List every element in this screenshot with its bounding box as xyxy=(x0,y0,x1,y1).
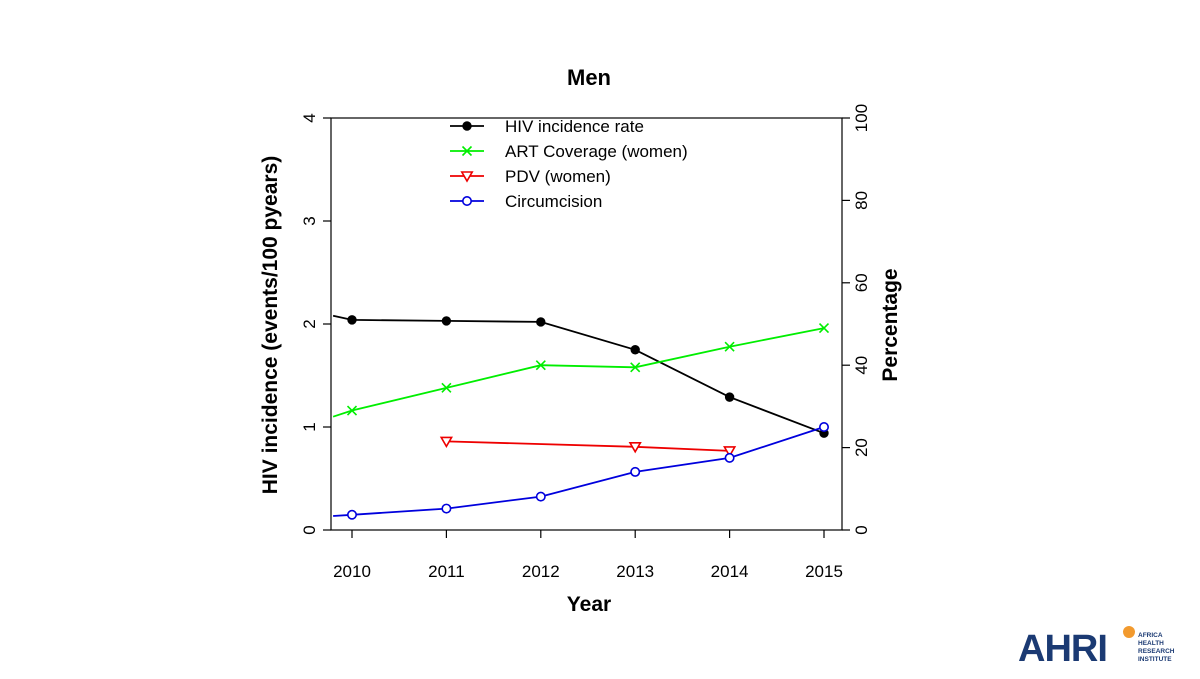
y-left-tick-label: 2 xyxy=(300,319,319,328)
data-point xyxy=(535,491,546,502)
logo-wordmark: AHRI xyxy=(1018,628,1108,670)
data-point xyxy=(346,405,358,416)
legend-entry: PDV (women) xyxy=(505,167,611,186)
logo-subtitle: AFRICA HEALTH RESEARCH INSTITUTE xyxy=(1138,632,1174,664)
data-point xyxy=(347,315,357,325)
data-point xyxy=(630,345,640,355)
data-point xyxy=(441,316,452,326)
y-left-tick-label: 1 xyxy=(300,422,319,431)
data-point xyxy=(439,436,453,449)
y-right-tick-label: 60 xyxy=(852,273,871,292)
logo-subtitle-line: AFRICA xyxy=(1138,632,1163,639)
data-point xyxy=(724,392,735,402)
data-point xyxy=(535,360,546,371)
legend-marker xyxy=(462,121,472,131)
marker-layer xyxy=(346,315,830,520)
legend-entry: HIV incidence rate xyxy=(505,117,644,136)
data-point xyxy=(724,341,735,352)
data-point xyxy=(723,446,737,458)
x-tick-label: 2011 xyxy=(428,562,465,581)
data-point xyxy=(724,452,735,463)
x-tick-label: 2012 xyxy=(522,562,560,581)
y-left-tick-label: 4 xyxy=(300,113,319,122)
data-point xyxy=(628,441,642,454)
y-left-tick-label: 0 xyxy=(300,525,319,534)
ahri-logo: AHRI AFRICA HEALTH RESEARCH INSTITUTE xyxy=(1018,624,1188,672)
y-right-tick-label: 20 xyxy=(852,438,871,457)
x-tick-label: 2014 xyxy=(711,562,749,581)
data-point xyxy=(818,421,829,432)
chart-title: Men xyxy=(567,65,611,90)
y-axis-right-label: Percentage xyxy=(879,268,902,381)
legend: HIV incidence rate ART Coverage (women) PD… xyxy=(450,117,688,211)
logo-sun-dot xyxy=(1123,626,1135,638)
data-point xyxy=(818,323,830,334)
y-right-tick-label: 80 xyxy=(852,191,871,210)
data-point xyxy=(536,317,546,327)
x-tick-label: 2010 xyxy=(333,562,371,581)
legend-entry: ART Coverage (women) xyxy=(505,142,688,161)
logo-subtitle-line: INSTITUTE xyxy=(1138,656,1172,663)
axes: 2010 2011 2012 2013 2014 20150123402040608010… xyxy=(300,104,871,581)
y-right-tick-label: 100 xyxy=(852,104,871,132)
data-point xyxy=(630,362,641,373)
data-point xyxy=(346,509,357,520)
plot-background xyxy=(300,47,912,632)
x-axis-label: Year xyxy=(567,593,611,616)
legend-entry: Circumcision xyxy=(505,192,602,211)
legend-marker xyxy=(461,196,472,207)
y-left-tick-label: 3 xyxy=(300,216,319,225)
x-tick-label: 2013 xyxy=(616,562,654,581)
y-right-tick-label: 40 xyxy=(852,356,871,375)
y-axis-left-label: HIV incidence (events/100 pyears) xyxy=(259,156,282,495)
data-point xyxy=(441,382,452,393)
x-tick-label: 2015 xyxy=(805,562,843,581)
logo-subtitle-line: RESEARCH xyxy=(1138,648,1175,655)
logo-subtitle-line: HEALTH xyxy=(1138,640,1164,647)
data-point xyxy=(441,503,452,514)
legend-marker xyxy=(460,171,474,183)
y-right-tick-label: 0 xyxy=(852,525,871,534)
legend-marker xyxy=(461,145,473,157)
data-point xyxy=(630,466,641,477)
